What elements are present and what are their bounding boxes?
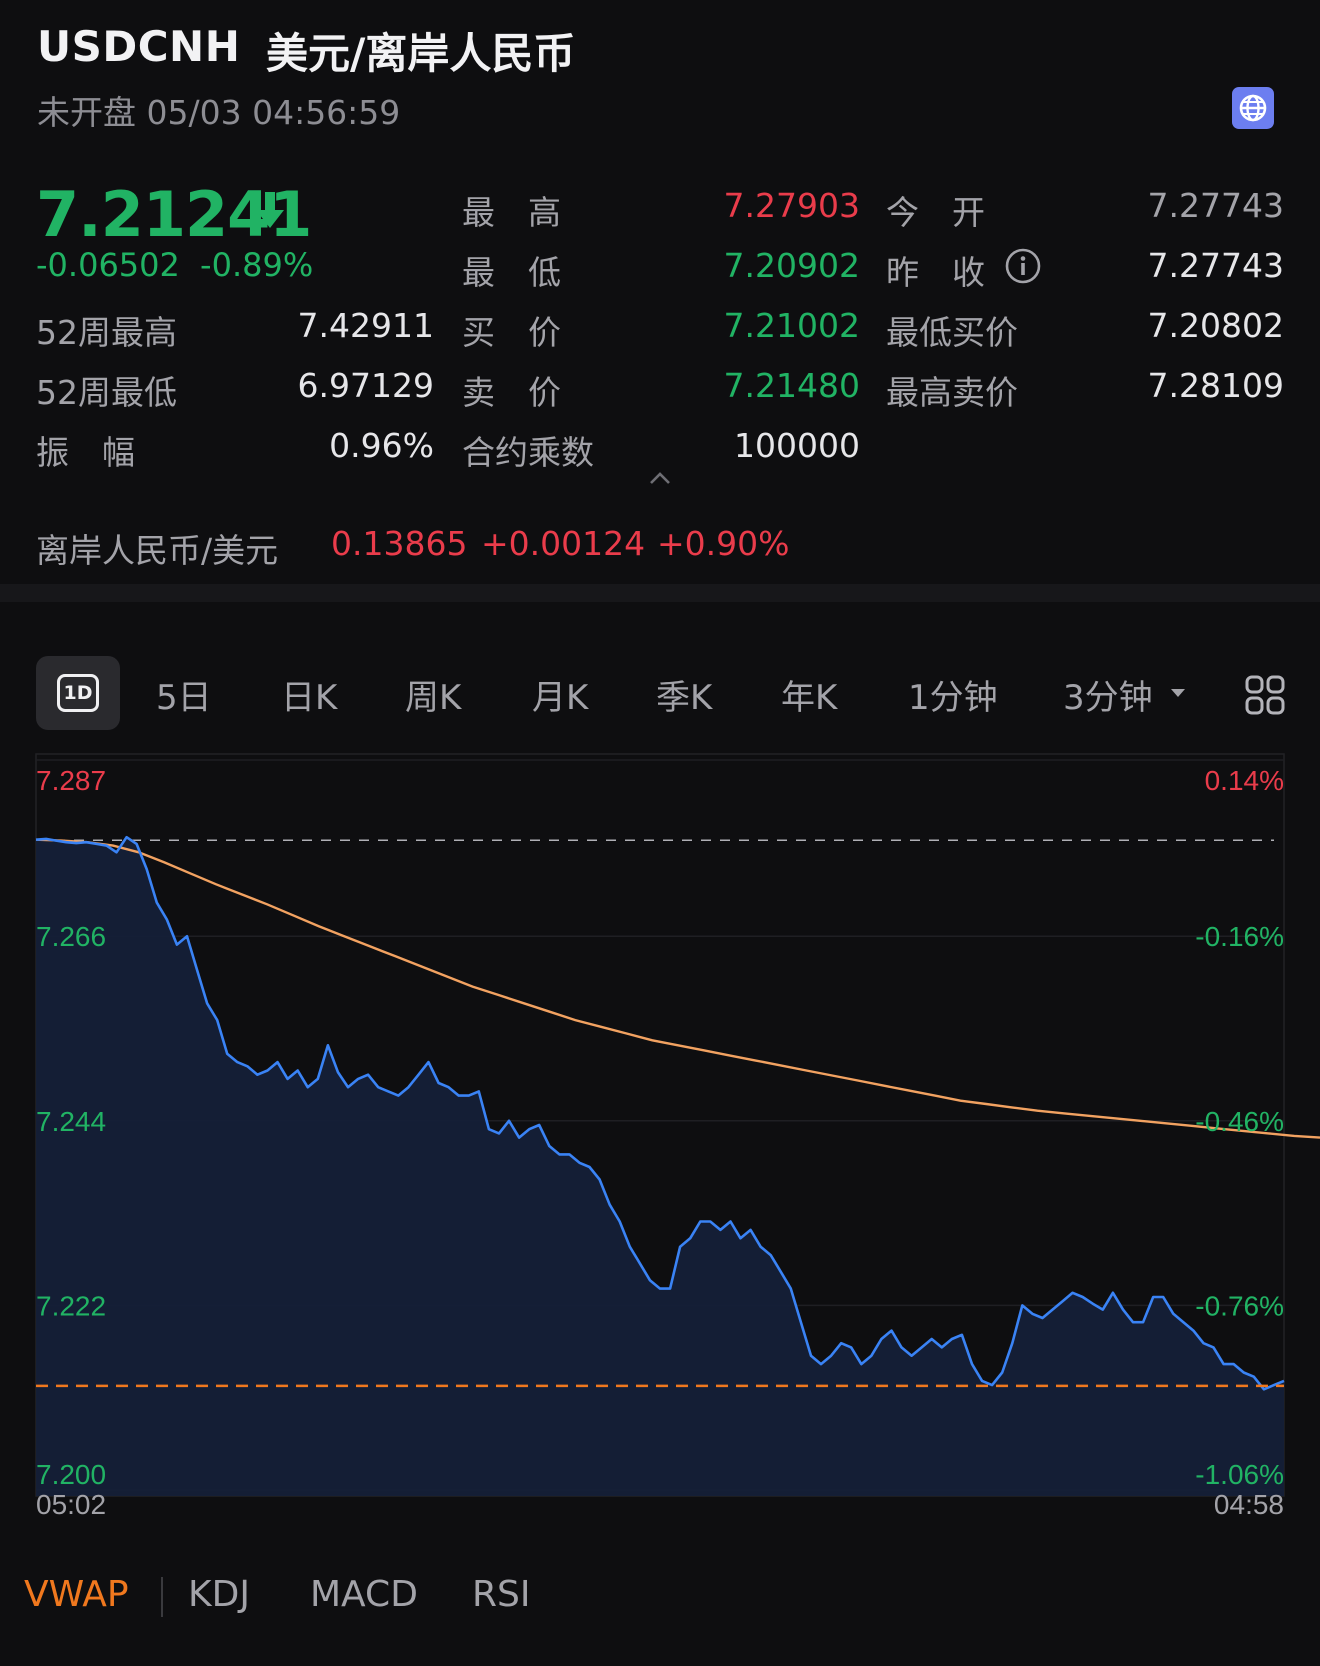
tab-1d[interactable]: 1D — [36, 656, 120, 730]
y-axis-percent-label: 0.14% — [1205, 765, 1284, 796]
open-value: 7.27743 — [1147, 186, 1284, 225]
arrow-down-icon — [256, 192, 284, 228]
change-percent: -0.89% — [200, 246, 314, 284]
y-axis-price-label: 7.266 — [36, 921, 106, 952]
tab-1min[interactable]: 1分钟 — [908, 678, 998, 718]
wk52-high-value: 7.42911 — [297, 306, 434, 345]
change-value: -0.06502 — [36, 246, 180, 284]
tab-month-k[interactable]: 月K — [532, 678, 589, 718]
tab-1d-label: 1D — [57, 674, 99, 712]
highest-ask-value: 7.28109 — [1147, 366, 1284, 405]
wk52-high-label: 52周最高 — [36, 313, 177, 352]
amplitude-value: 0.96% — [329, 426, 434, 465]
indicator-rsi[interactable]: RSI — [472, 1574, 531, 1615]
globe-icon[interactable] — [1232, 87, 1274, 129]
y-axis-percent-label: -0.76% — [1195, 1290, 1284, 1321]
wk52-low-value: 6.97129 — [297, 366, 434, 405]
globe-glyph — [1239, 94, 1267, 122]
ticker-name: 美元/离岸人民币 — [266, 29, 576, 78]
reverse-pair-change-pct: +0.90% — [657, 524, 790, 563]
tab-3min[interactable]: 3分钟 — [1063, 678, 1153, 718]
intraday-chart[interactable]: 7.287 0.14% 7.266 -0.16% 7.244 -0.46% 7.222 -0.… — [0, 750, 1320, 1520]
tab-5d[interactable]: 5日 — [156, 678, 212, 718]
ask-value: 7.21480 — [723, 366, 860, 405]
price-area-fill — [36, 837, 1284, 1496]
collapse-chevron-icon[interactable] — [648, 470, 672, 486]
tab-day-k[interactable]: 日K — [281, 678, 338, 718]
tab-week-k[interactable]: 周K — [405, 678, 462, 718]
tab-year-k[interactable]: 年K — [781, 678, 838, 718]
wk52-low-label: 52周最低 — [36, 373, 177, 412]
indicator-separator — [161, 1577, 163, 1617]
price-line — [35, 835, 1285, 1391]
y-axis-price-label: 7.222 — [36, 1290, 106, 1321]
price-change: -0.06502 -0.89% — [36, 246, 313, 284]
bid-value: 7.21002 — [723, 306, 860, 345]
open-label: 今 开 — [886, 193, 985, 232]
bid-label: 买 价 — [462, 313, 561, 352]
lowest-bid-label: 最低买价 — [886, 313, 1018, 352]
market-status: 未开盘 05/03 04:56:59 — [37, 93, 401, 132]
x-axis-start-label: 05:02 — [36, 1489, 106, 1520]
info-icon[interactable] — [1004, 247, 1042, 285]
tab-quarter-k[interactable]: 季K — [656, 678, 713, 718]
high-label: 最 高 — [462, 193, 561, 232]
indicator-kdj[interactable]: KDJ — [188, 1574, 250, 1615]
grid-layout-icon[interactable] — [1244, 674, 1286, 716]
low-label: 最 低 — [462, 253, 561, 292]
highest-ask-label: 最高卖价 — [886, 373, 1018, 412]
chevron-down-icon[interactable] — [1170, 688, 1186, 698]
vwap-line — [35, 838, 1320, 1139]
reverse-pair-label[interactable]: 离岸人民币/美元 — [36, 531, 279, 570]
y-axis-percent-label: -1.06% — [1195, 1459, 1284, 1490]
indicator-vwap[interactable]: VWAP — [24, 1574, 129, 1615]
y-axis-price-label: 7.200 — [36, 1459, 106, 1490]
multiplier-value: 100000 — [734, 426, 860, 465]
reverse-pair-change: +0.00124 — [481, 524, 646, 563]
low-value: 7.20902 — [723, 246, 860, 285]
amplitude-label: 振 幅 — [36, 433, 135, 472]
y-axis-percent-label: -0.16% — [1195, 921, 1284, 952]
lowest-bid-value: 7.20802 — [1147, 306, 1284, 345]
indicator-macd[interactable]: MACD — [310, 1574, 418, 1615]
prev-close-label: 昨 收 — [886, 253, 985, 292]
ticker-code: USDCNH — [37, 22, 241, 71]
reverse-pair-price: 0.13865 — [331, 524, 468, 563]
x-axis-end-label: 04:58 — [1214, 1489, 1284, 1520]
multiplier-label: 合约乘数 — [462, 433, 594, 472]
high-value: 7.27903 — [723, 186, 860, 225]
prev-close-value: 7.27743 — [1147, 246, 1284, 285]
y-axis-percent-label: -0.46% — [1195, 1106, 1284, 1137]
y-axis-price-label: 7.287 — [36, 765, 106, 796]
y-axis-price-label: 7.244 — [36, 1106, 106, 1137]
section-divider — [0, 584, 1320, 602]
ask-label: 卖 价 — [462, 373, 561, 412]
